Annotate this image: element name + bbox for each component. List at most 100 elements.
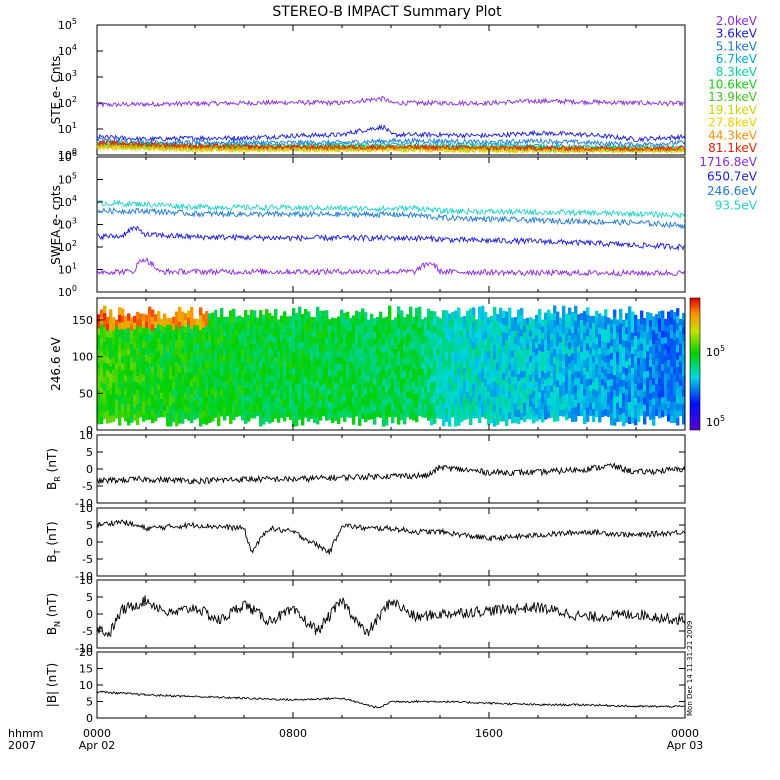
pad-heatmap-cell bbox=[328, 407, 332, 414]
pad-heatmap-cell bbox=[205, 360, 209, 369]
pad-heatmap-cell bbox=[649, 353, 653, 361]
pad-heatmap-cell bbox=[664, 379, 668, 386]
pad-heatmap-cell bbox=[289, 335, 293, 343]
pad-heatmap-cell bbox=[388, 312, 392, 320]
pad-heatmap-cell bbox=[301, 362, 305, 370]
pad-heatmap-cell bbox=[130, 369, 134, 377]
pad-heatmap-cell bbox=[385, 377, 389, 385]
pad-heatmap-cell bbox=[379, 344, 383, 352]
pad-heatmap-cell bbox=[337, 383, 341, 391]
pad-heatmap-cell bbox=[106, 403, 110, 411]
pad-heatmap-cell bbox=[568, 397, 572, 405]
swea-ytick-base: 10 bbox=[58, 196, 72, 209]
pad-heatmap-cell bbox=[604, 309, 608, 317]
pad-heatmap-cell bbox=[502, 400, 506, 408]
pad-heatmap-cell bbox=[508, 377, 512, 385]
pad-heatmap-cell bbox=[655, 320, 659, 328]
pad-heatmap-cell bbox=[214, 323, 218, 331]
pad-heatmap-cell bbox=[295, 369, 299, 377]
pad-heatmap-cell bbox=[148, 355, 152, 364]
pad-heatmap-cell bbox=[625, 313, 629, 321]
pad-heatmap-cell bbox=[601, 410, 605, 418]
pad-heatmap-cell bbox=[229, 331, 233, 340]
pad-heatmap-cell bbox=[226, 390, 230, 398]
pad-heatmap-cell bbox=[367, 357, 371, 364]
pad-heatmap-cell bbox=[487, 357, 491, 365]
pad-heatmap-cell bbox=[277, 345, 281, 352]
pad-heatmap-cell bbox=[271, 322, 275, 330]
pad-heatmap-cell bbox=[358, 311, 362, 320]
swea-ytick-label: 106 bbox=[58, 149, 77, 164]
pad-heatmap-cell bbox=[319, 413, 323, 421]
pad-heatmap-cell bbox=[295, 355, 299, 363]
pad-heatmap-cell bbox=[205, 367, 209, 376]
pad-heatmap-cell bbox=[196, 349, 200, 357]
pad-heatmap-cell bbox=[604, 355, 608, 363]
pad-heatmap-cell bbox=[340, 343, 344, 351]
pad-heatmap-cell bbox=[478, 408, 482, 416]
pad-heatmap-cell bbox=[439, 374, 443, 382]
pad-heatmap-cell bbox=[640, 395, 644, 403]
x-tick-label: 0800 bbox=[279, 727, 307, 740]
pad-heatmap-cell bbox=[403, 377, 407, 385]
pad-heatmap-cell bbox=[349, 342, 353, 350]
pad-heatmap-cell bbox=[496, 376, 500, 384]
pad-heatmap-cell bbox=[430, 353, 434, 362]
pad-heatmap-cell bbox=[145, 406, 149, 414]
pad-heatmap-cell bbox=[160, 343, 164, 350]
pad-heatmap-cell bbox=[481, 402, 485, 411]
pad-heatmap-cell bbox=[100, 380, 104, 389]
pad-heatmap-cell bbox=[505, 411, 509, 419]
pad-heatmap-cell bbox=[166, 365, 170, 373]
pad-heatmap-cell bbox=[427, 308, 431, 317]
pad-heatmap-cell bbox=[379, 397, 383, 405]
pad-heatmap-cell bbox=[316, 306, 320, 315]
pad-heatmap-cell bbox=[352, 403, 356, 412]
pad-heatmap-cell bbox=[595, 343, 599, 351]
pad-heatmap-cell bbox=[454, 397, 458, 405]
pad-heatmap-cell bbox=[412, 323, 416, 331]
pad-heatmap-cell bbox=[661, 390, 665, 398]
pad-heatmap-cell bbox=[280, 353, 284, 361]
pad-heatmap-cell bbox=[295, 327, 299, 335]
pad-heatmap-cell bbox=[409, 348, 413, 357]
pad-heatmap-cell bbox=[574, 341, 578, 350]
pad-heatmap-cell bbox=[508, 397, 512, 406]
pad-heatmap-cell bbox=[265, 309, 269, 317]
pad-heatmap-cell bbox=[370, 373, 374, 380]
pad-heatmap-cell bbox=[115, 338, 119, 345]
pad-heatmap-cell bbox=[289, 315, 293, 323]
pad-heatmap-cell bbox=[679, 397, 683, 404]
pad-heatmap-cell bbox=[679, 379, 683, 386]
pad-heatmap-cell bbox=[664, 409, 668, 416]
pad-heatmap-cell bbox=[259, 339, 263, 347]
pad-heatmap-cell bbox=[682, 347, 685, 356]
pad-ytick-label: 50 bbox=[79, 387, 93, 400]
pad-heatmap-cell bbox=[541, 396, 545, 404]
pad-heatmap-cell bbox=[169, 405, 173, 413]
pad-heatmap-cell bbox=[664, 324, 668, 332]
pad-heatmap-cell bbox=[454, 332, 458, 340]
pad-heatmap-cell bbox=[637, 344, 641, 352]
pad-heatmap-cell bbox=[163, 326, 167, 334]
pad-heatmap-cell bbox=[175, 397, 179, 405]
pad-heatmap-cell bbox=[508, 328, 512, 336]
pad-heatmap-cell bbox=[574, 305, 578, 314]
pad-heatmap-cell bbox=[562, 374, 566, 383]
pad-heatmap-cell bbox=[388, 361, 392, 369]
pad-heatmap-cell bbox=[295, 341, 299, 349]
pad-heatmap-cell bbox=[235, 372, 239, 380]
pad-heatmap-cell bbox=[526, 393, 530, 401]
pad-heatmap-cell bbox=[136, 354, 140, 362]
pad-heatmap-cell bbox=[670, 338, 674, 346]
bt-ytick-label: 10 bbox=[79, 502, 93, 515]
pad-heatmap-cell bbox=[490, 409, 494, 417]
pad-heatmap-cell bbox=[97, 375, 101, 384]
pad-heatmap-cell bbox=[268, 340, 272, 348]
pad-heatmap-cell bbox=[124, 388, 128, 396]
pad-heatmap-cell bbox=[427, 364, 431, 372]
pad-heatmap-cell bbox=[349, 386, 353, 393]
pad-heatmap-cell bbox=[526, 412, 530, 420]
pad-heatmap-cell bbox=[508, 335, 512, 343]
swea-ytick-base: 10 bbox=[58, 151, 72, 164]
